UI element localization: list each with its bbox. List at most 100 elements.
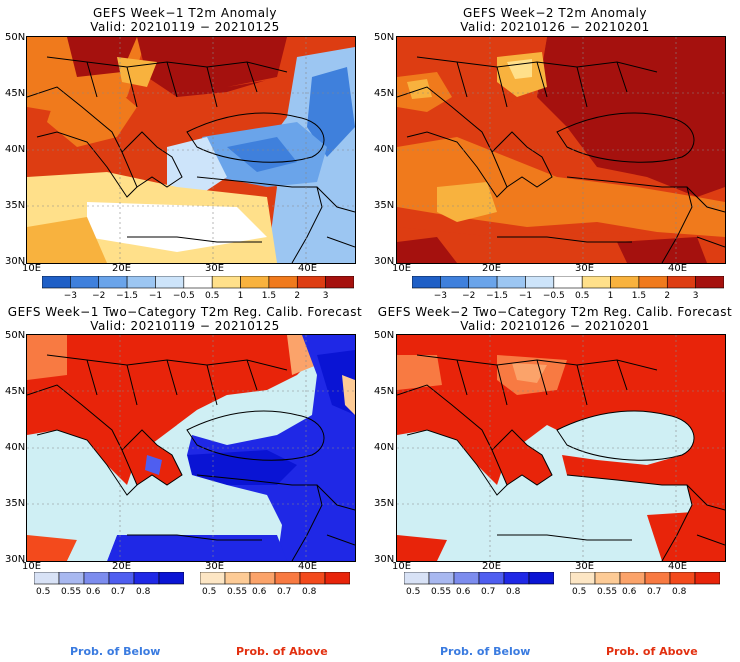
colorbar-tick-label: 0.8 [672, 587, 687, 597]
lon-label: 30E [205, 561, 225, 572]
lon-label: 10E [392, 263, 412, 274]
lat-label: 30N [374, 256, 395, 267]
colorbar-swatch [669, 572, 696, 585]
colorbar-tick-label: 2 [664, 291, 670, 301]
colorbar-tick-label: −1.5 [486, 291, 508, 301]
colorbar-tick-label: 0.5 [202, 587, 216, 597]
lon-label: 30E [205, 263, 225, 274]
lat-label: 45N [374, 386, 395, 397]
panel-valid: Valid: 20210119 − 20210125 [90, 20, 280, 34]
above-colorbar-svg: 0.5 0.55 0.6 0.7 0.8 [570, 572, 720, 597]
map-week2-anomaly [396, 36, 726, 264]
prob-above-label: Prob. of Above [606, 645, 698, 658]
below-colorbar-svg: 0.5 0.55 0.6 0.7 0.8 [404, 572, 554, 597]
colorbar-swatch [34, 572, 60, 585]
colorbar-tick-label: 0.8 [302, 587, 317, 597]
lon-label: 10E [392, 561, 412, 572]
colorbar-swatch [478, 572, 505, 585]
colorbar-swatch [412, 276, 441, 289]
lat-label: 50N [374, 32, 395, 43]
colorbar-swatch [268, 276, 298, 289]
colorbar-tick-label: 1 [238, 291, 244, 301]
colorbar-tick-label: 0.55 [597, 587, 617, 597]
colorbar-swatch [440, 276, 470, 289]
lon-label: 20E [112, 263, 132, 274]
colorbar-swatch [528, 572, 554, 585]
lat-label: 45N [5, 386, 26, 397]
lon-label: 40E [298, 263, 318, 274]
colorbar-tick-label: 0.5 [572, 587, 586, 597]
below-colorbar: 0.5 0.55 0.6 0.7 0.8 [404, 572, 554, 598]
colorbar-tick-label: −1.5 [116, 291, 138, 301]
prob-below-label: Prob. of Below [440, 645, 531, 658]
colorbar-tick-label: 1.5 [262, 291, 276, 301]
map-week2-probability [396, 334, 726, 562]
colorbar-tick-label: 2 [294, 291, 300, 301]
colorbar-tick-label: 0.55 [227, 587, 247, 597]
above-colorbar: 0.5 0.55 0.6 0.7 0.8 [200, 572, 350, 598]
colorbar-swatch [610, 276, 640, 289]
map-week1-anomaly [26, 36, 356, 264]
lon-label: 20E [482, 263, 502, 274]
panel-title: GEFS Week−2 T2m Anomaly [463, 6, 647, 20]
colorbar-tick-label: 0.5 [205, 291, 219, 301]
lon-label: 30E [575, 561, 595, 572]
panel-title: GEFS Week−1 T2m Anomaly [93, 6, 277, 20]
colorbar-swatch [694, 572, 720, 585]
anomaly-colorbar: −3 −2 −1.5 −1 −0.5 0.5 1 1.5 2 3 [42, 276, 354, 302]
colorbar-swatch [428, 572, 455, 585]
colorbar-swatch [570, 572, 596, 585]
colorbar-swatch [183, 276, 213, 289]
anomaly-colorbar-svg: −3 −2 −1.5 −1 −0.5 0.5 1 1.5 2 3 [412, 276, 724, 301]
colorbar-swatch [42, 276, 71, 289]
lat-label: 30N [374, 554, 395, 565]
colorbar-swatch [108, 572, 135, 585]
lat-label: 50N [374, 330, 395, 341]
colorbar-tick-label: 0.8 [136, 587, 151, 597]
colorbar-swatch [240, 276, 270, 289]
prob-below-label: Prob. of Below [70, 645, 161, 658]
colorbar-swatch [525, 276, 555, 289]
colorbar-tick-label: 0.7 [111, 587, 125, 597]
lat-label: 40N [374, 442, 395, 453]
colorbar-tick-label: 0.8 [506, 587, 521, 597]
lat-label: 35N [374, 200, 395, 211]
colorbar-tick-label: 0.55 [61, 587, 81, 597]
colorbar-swatch [158, 572, 184, 585]
lon-label: 10E [22, 263, 42, 274]
colorbar-tick-label: −3 [434, 291, 447, 301]
colorbar-tick-label: 0.5 [406, 587, 420, 597]
colorbar-swatch [594, 572, 621, 585]
colorbar-swatch [695, 276, 724, 289]
colorbar-tick-label: 0.7 [481, 587, 495, 597]
colorbar-swatch [126, 276, 156, 289]
colorbar-swatch [453, 572, 480, 585]
colorbar-swatch [249, 572, 276, 585]
panel-title: GEFS Week−1 Two−Category T2m Reg. Calib.… [7, 305, 363, 319]
colorbar-swatch [503, 572, 530, 585]
panel-valid: Valid: 20210126 − 20210201 [460, 319, 650, 333]
colorbar-swatch [496, 276, 526, 289]
colorbar-tick-label: −1 [519, 291, 532, 301]
colorbar-swatch [211, 276, 241, 289]
colorbar-swatch [581, 276, 611, 289]
lat-label: 40N [374, 144, 395, 155]
panel-title: GEFS Week−2 Two−Category T2m Reg. Calib.… [377, 305, 733, 319]
colorbar-tick-label: −2 [462, 291, 475, 301]
map-week1-probability [26, 334, 356, 562]
below-colorbar-svg: 0.5 0.55 0.6 0.7 0.8 [34, 572, 184, 597]
colorbar-swatch [155, 276, 185, 289]
colorbar-tick-label: −3 [64, 291, 77, 301]
lon-label: 20E [482, 561, 502, 572]
colorbar-tick-label: 0.6 [622, 587, 637, 597]
lat-label: 35N [5, 200, 26, 211]
colorbar-tick-label: −0.5 [543, 291, 565, 301]
lat-label: 45N [5, 88, 26, 99]
lon-label: 40E [298, 561, 318, 572]
lon-label: 10E [22, 561, 42, 572]
lat-label: 30N [5, 256, 26, 267]
below-colorbar: 0.5 0.55 0.6 0.7 0.8 [34, 572, 184, 598]
colorbar-swatch [299, 572, 326, 585]
lat-label: 50N [5, 32, 26, 43]
anomaly-colorbar: −3 −2 −1.5 −1 −0.5 0.5 1 1.5 2 3 [412, 276, 724, 302]
